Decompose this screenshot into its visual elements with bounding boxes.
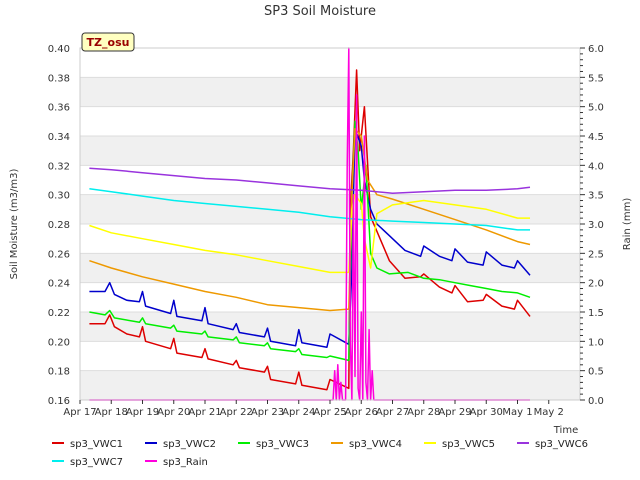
y2-tick-label: 4.0 bbox=[588, 161, 604, 172]
x-tick-label: Apr 25 bbox=[313, 407, 346, 418]
tz-badge-box bbox=[81, 32, 135, 52]
background-band bbox=[80, 282, 580, 312]
legend-label: sp3_Rain bbox=[163, 457, 208, 468]
series-line-sp3-vwc6 bbox=[89, 167, 531, 194]
legend-label: sp3_VWC5 bbox=[442, 439, 495, 450]
x-tick-label: Apr 19 bbox=[126, 407, 159, 418]
y-tick-label: 0.28 bbox=[48, 220, 70, 231]
y2-tick-label: 5.5 bbox=[588, 73, 604, 84]
y2-tick-label: 4.5 bbox=[588, 132, 604, 143]
legend-item: sp3_VWC6 bbox=[517, 439, 588, 450]
legend-label: sp3_VWC6 bbox=[535, 439, 588, 450]
x-axis-label: Time bbox=[553, 425, 578, 436]
y2-tick-label: 2.0 bbox=[588, 279, 604, 290]
y2-tick-label: 0.5 bbox=[588, 367, 604, 378]
y2-tick-label: 3.0 bbox=[588, 220, 604, 231]
legend-label: sp3_VWC1 bbox=[70, 439, 123, 450]
y2-tick-label: 5.0 bbox=[588, 103, 604, 114]
x-tick-label: May 2 bbox=[534, 407, 564, 418]
y-tick-label: 0.40 bbox=[48, 44, 70, 55]
x-tick-label: Apr 18 bbox=[95, 407, 128, 418]
legend-item: sp3_VWC7 bbox=[52, 457, 123, 468]
y2-tick-label: 0.0 bbox=[588, 396, 604, 407]
background-band bbox=[80, 194, 580, 224]
x-tick-label: Apr 21 bbox=[188, 407, 221, 418]
y-tick-label: 0.18 bbox=[48, 367, 70, 378]
series-line-sp3-vwc1 bbox=[89, 69, 531, 391]
y-tick-label: 0.38 bbox=[48, 73, 70, 84]
tz-badge-label: TZ_osu bbox=[87, 36, 130, 49]
legend-label: sp3_VWC3 bbox=[256, 439, 309, 450]
legend-label: sp3_VWC2 bbox=[163, 439, 216, 450]
y-tick-label: 0.22 bbox=[48, 308, 70, 319]
background-band bbox=[80, 253, 580, 283]
legend-item: sp3_VWC5 bbox=[424, 439, 495, 450]
y-tick-label: 0.26 bbox=[48, 249, 70, 260]
y-tick-label: 0.16 bbox=[48, 396, 70, 407]
x-tick-label: Apr 20 bbox=[157, 407, 190, 418]
y2-tick-label: 1.5 bbox=[588, 308, 604, 319]
series-line-sp3-rain bbox=[89, 47, 530, 401]
y-axis-label: Soil Moisture (m3/m3) bbox=[9, 169, 20, 280]
series-line-sp3-vwc3 bbox=[89, 120, 531, 362]
x-tick-label: Apr 23 bbox=[251, 407, 284, 418]
legend-item: sp3_VWC4 bbox=[331, 439, 402, 450]
y-tick-label: 0.20 bbox=[48, 337, 70, 348]
y-tick-label: 0.24 bbox=[48, 279, 70, 290]
y2-tick-label: 3.5 bbox=[588, 191, 604, 202]
background-band bbox=[80, 106, 580, 136]
x-tick-label: Apr 22 bbox=[220, 407, 253, 418]
background-band bbox=[80, 165, 580, 195]
x-tick-label: May 1 bbox=[502, 407, 532, 418]
y-axis-ticks: 0.16 0.18 0.20 0.22 0.24 0.26 0.28 0.30 0.32 0.34… bbox=[48, 44, 70, 407]
legend-item: sp3_VWC2 bbox=[145, 439, 216, 450]
legend-item: sp3_VWC1 bbox=[52, 439, 123, 450]
y2-axis-ticks: 0.0 0.5 1.0 1.5 2.0 2.5 3.0 3.5 4.0 4.5 5.0 5.5 6.0 bbox=[580, 44, 604, 407]
background-band bbox=[80, 370, 580, 400]
y-tick-label: 0.36 bbox=[48, 103, 70, 114]
legend-label: sp3_VWC7 bbox=[70, 457, 123, 468]
x-tick-label: Apr 29 bbox=[438, 407, 471, 418]
y2-tick-label: 1.0 bbox=[588, 337, 604, 348]
x-tick-label: Apr 24 bbox=[282, 407, 315, 418]
x-tick-label: Apr 17 bbox=[63, 407, 96, 418]
background-band bbox=[80, 224, 580, 254]
x-tick-label: Apr 30 bbox=[470, 407, 503, 418]
legend-item: sp3_Rain bbox=[145, 457, 208, 468]
background-band bbox=[80, 136, 580, 166]
legend-label: sp3_VWC4 bbox=[349, 439, 402, 450]
y-tick-label: 0.30 bbox=[48, 191, 70, 202]
y-tick-label: 0.34 bbox=[48, 132, 70, 143]
x-tick-label: Apr 26 bbox=[345, 407, 378, 418]
legend-item: sp3_VWC3 bbox=[238, 439, 309, 450]
series-lines bbox=[89, 47, 531, 401]
series-line-sp3-vwc2 bbox=[89, 127, 531, 348]
chart-title: SP3 Soil Moisture bbox=[264, 4, 376, 19]
series-line-sp3-vwc4 bbox=[89, 127, 531, 312]
x-tick-label: Apr 28 bbox=[407, 407, 440, 418]
background-band bbox=[80, 77, 580, 107]
y2-axis-label: Rain (mm) bbox=[622, 198, 633, 251]
x-tick-label: Apr 27 bbox=[376, 407, 409, 418]
background-band bbox=[80, 48, 580, 78]
y-tick-label: 0.32 bbox=[48, 161, 70, 172]
background-bands bbox=[80, 48, 580, 400]
series-line-sp3-vwc7 bbox=[89, 188, 530, 231]
y2-tick-label: 6.0 bbox=[588, 44, 604, 55]
y2-tick-label: 2.5 bbox=[588, 249, 604, 260]
legend: sp3_VWC1 sp3_VWC2 sp3_VWC3 sp3_VWC4 sp3_VWC5… bbox=[52, 439, 588, 468]
tz-badge: TZ_osu bbox=[81, 32, 135, 52]
